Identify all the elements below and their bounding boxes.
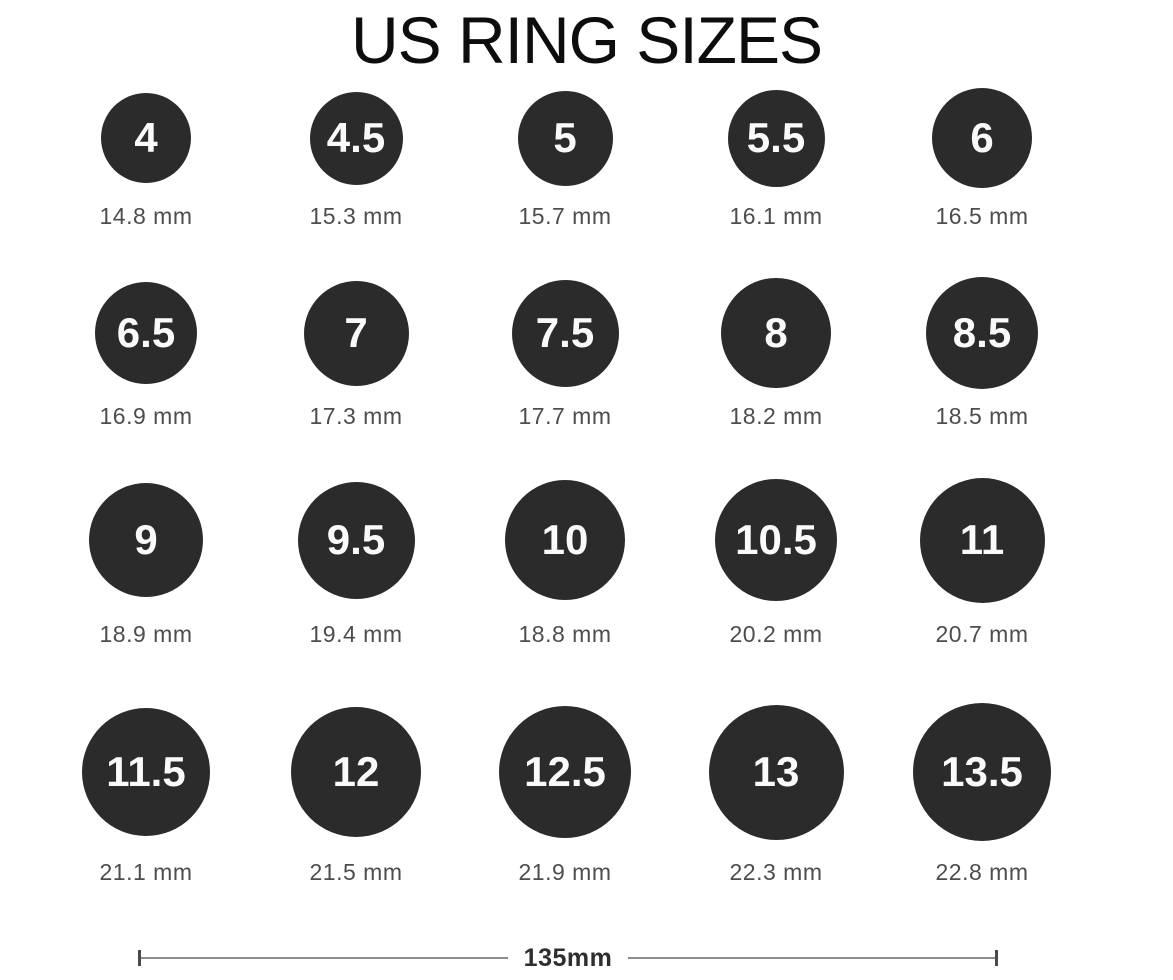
ring-size-circle: 4 (101, 93, 191, 183)
ring-size-circle: 12 (291, 707, 421, 837)
ring-diameter-label: 17.3 mm (309, 403, 403, 429)
ring-size-number: 9.5 (326, 516, 386, 563)
ring-diameter-label: 21.1 mm (99, 859, 193, 885)
ring-size-number: 4 (134, 114, 158, 161)
ring-diameter-label: 22.3 mm (729, 859, 823, 885)
ring-diameter-label: 21.5 mm (309, 859, 403, 885)
ring-size-circle: 7.5 (511, 279, 619, 387)
ring-size-circle: 8.5 (926, 277, 1038, 389)
ring-size-number: 6 (970, 114, 994, 161)
ring-size-number: 12 (332, 748, 380, 795)
ring-size-number: 7 (344, 309, 368, 356)
ring-diameter-label: 21.9 mm (518, 859, 612, 885)
ring-size-number: 10.5 (735, 516, 817, 563)
ring-diameter-label: 16.9 mm (99, 403, 193, 429)
ring-size-circle: 12.5 (499, 706, 631, 838)
ring-size-number: 11 (959, 516, 1005, 563)
scale-bar-left-line (141, 957, 508, 959)
scale-bar-right-line (628, 957, 996, 959)
ring-size-circle: 11 (919, 477, 1045, 603)
ring-diameter-label: 18.8 mm (518, 621, 612, 647)
ring-size-number: 12.5 (524, 748, 606, 795)
ring-diameter-label: 19.4 mm (309, 621, 403, 647)
ring-size-circle: 4.5 (309, 91, 403, 185)
ring-diameter-label: 18.5 mm (935, 403, 1029, 429)
ring-size-number: 7.5 (535, 309, 595, 356)
page-title: US RING SIZES (350, 3, 823, 77)
scale-bar-left-tick (138, 950, 141, 966)
ring-size-circle: 13 (708, 704, 844, 840)
ring-diameter-label: 18.9 mm (99, 621, 193, 647)
ring-size-number: 5 (553, 114, 577, 161)
ring-size-circle: 13.5 (913, 703, 1051, 841)
ring-diameter-label: 18.2 mm (729, 403, 823, 429)
ring-size-number: 13.5 (941, 748, 1023, 795)
ring-size-number: 13 (752, 748, 800, 795)
ring-size-number: 8.5 (952, 309, 1012, 356)
ring-size-number: 11.5 (106, 748, 186, 795)
ring-diameter-label: 15.3 mm (309, 203, 403, 229)
ring-size-number: 9 (134, 516, 158, 563)
ring-size-circle: 11.5 (82, 708, 210, 836)
ring-size-circle: 5 (517, 90, 613, 186)
ring-size-number: 6.5 (116, 309, 176, 356)
ring-diameter-label: 22.8 mm (935, 859, 1029, 885)
scale-bar-right-tick (995, 950, 999, 966)
ring-size-circle: 9.5 (297, 481, 415, 599)
ring-size-circle: 6 (932, 88, 1032, 188)
ring-diameter-label: 17.7 mm (518, 403, 612, 429)
ring-size-circle: 10.5 (715, 479, 837, 601)
scale-bar: 135mm (138, 943, 999, 972)
ring-diameter-label: 20.2 mm (729, 621, 823, 647)
ring-size-number: 10 (541, 516, 589, 563)
ring-diameter-label: 16.5 mm (935, 203, 1029, 229)
ring-size-number: 5.5 (746, 114, 806, 161)
ring-size-number: 4.5 (326, 114, 386, 161)
ring-size-circle: 8 (721, 278, 831, 388)
ring-diameter-label: 14.8 mm (99, 203, 193, 229)
ring-size-circle: 6.5 (95, 282, 197, 384)
ring-diameter-label: 16.1 mm (729, 203, 823, 229)
ring-size-circle: 10 (505, 480, 625, 600)
ring-size-circle: 5.5 (727, 89, 825, 187)
ring-diameter-label: 15.7 mm (518, 203, 612, 229)
ring-size-circle: 9 (89, 483, 203, 597)
ring-size-circle: 7 (303, 280, 409, 386)
ring-size-number: 8 (764, 309, 788, 356)
ring-diameter-label: 20.7 mm (935, 621, 1029, 647)
scale-bar-label: 135mm (523, 943, 613, 972)
